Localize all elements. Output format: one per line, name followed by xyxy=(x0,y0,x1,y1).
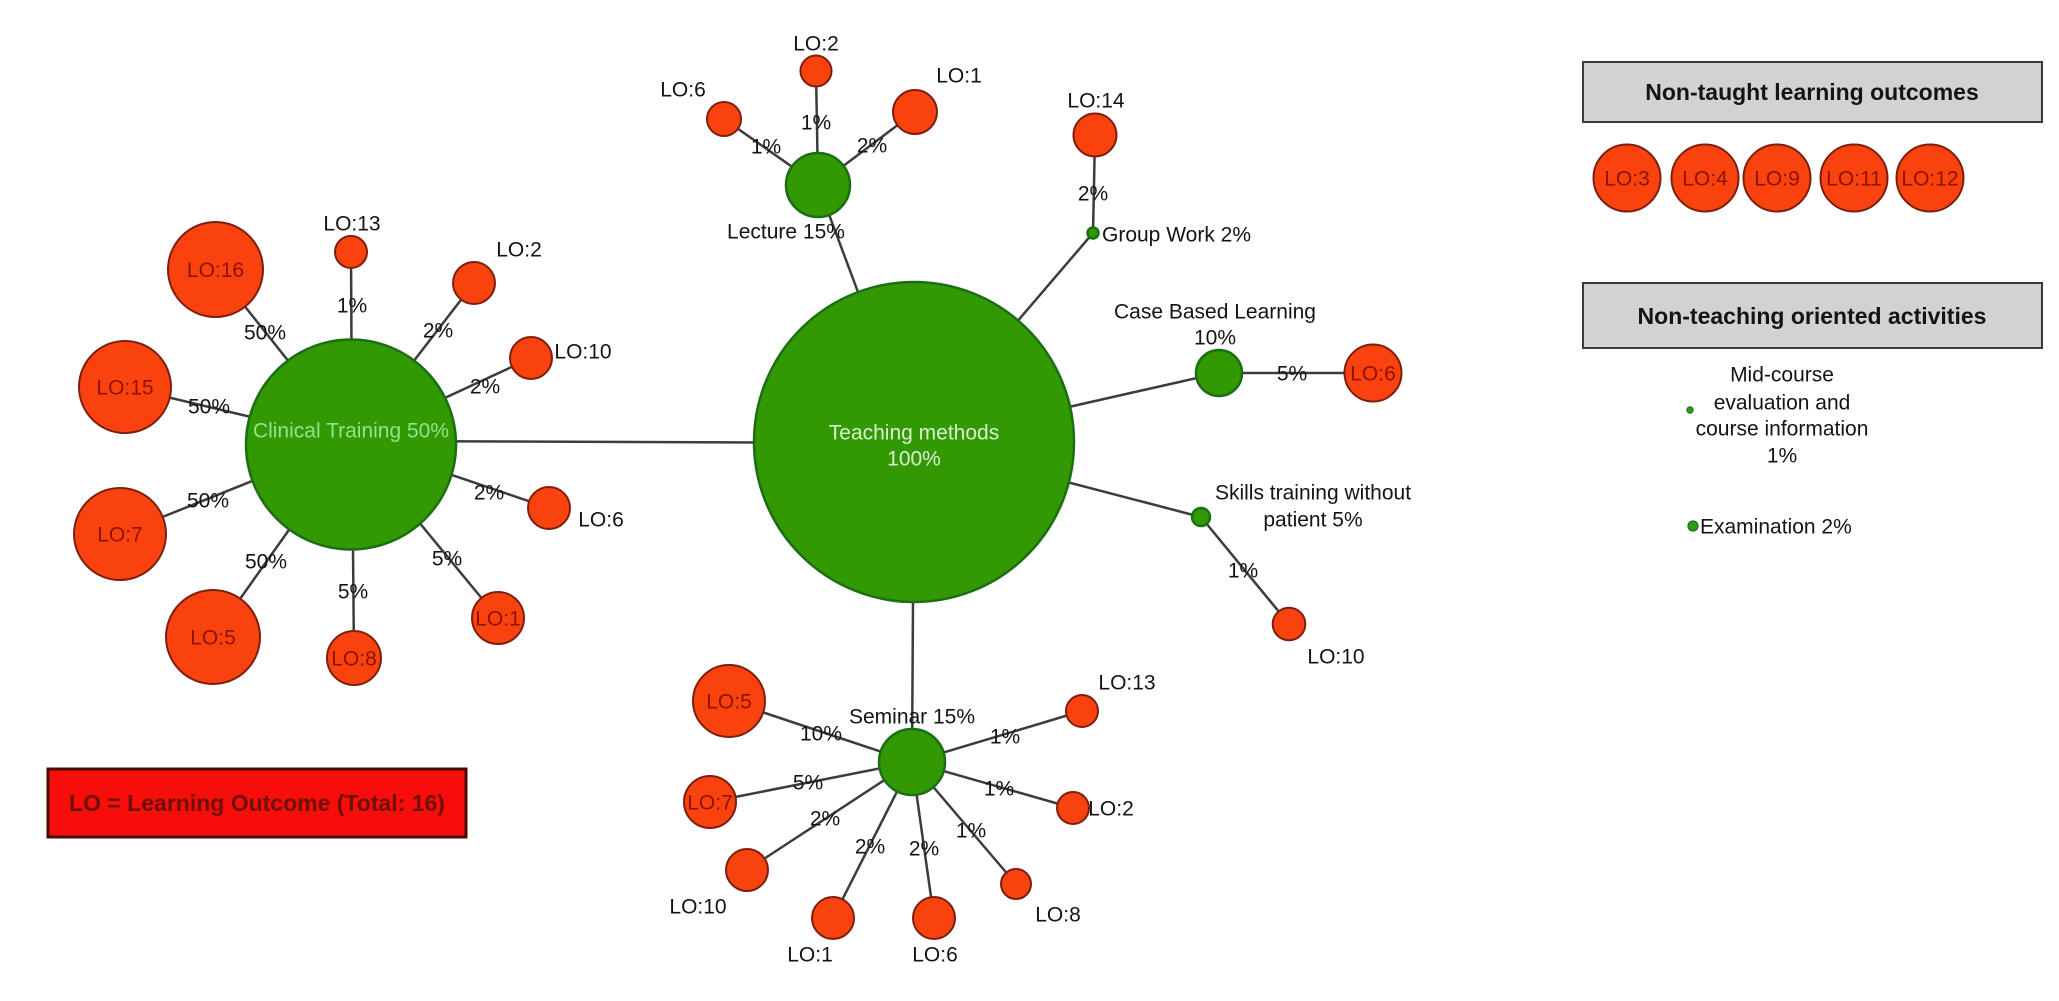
svg-text:Non-teaching oriented activiti: Non-teaching oriented activities xyxy=(1638,303,1987,329)
svg-text:1%: 1% xyxy=(1767,445,1797,468)
svg-text:2%: 2% xyxy=(855,836,885,859)
svg-text:LO:6: LO:6 xyxy=(578,509,624,532)
svg-text:2%: 2% xyxy=(474,482,504,505)
svg-text:100%: 100% xyxy=(887,448,941,471)
svg-text:LO:5: LO:5 xyxy=(190,627,236,650)
svg-text:LO:16: LO:16 xyxy=(187,259,244,282)
svg-text:LO:1: LO:1 xyxy=(787,944,833,967)
svg-text:LO:2: LO:2 xyxy=(1088,798,1134,821)
svg-text:2%: 2% xyxy=(909,838,939,861)
svg-text:5%: 5% xyxy=(432,548,462,571)
svg-text:Clinical Training 50%: Clinical Training 50% xyxy=(253,420,449,443)
svg-text:LO:9: LO:9 xyxy=(1754,168,1800,191)
svg-text:Examination 2%: Examination 2% xyxy=(1700,516,1852,539)
svg-text:LO:4: LO:4 xyxy=(1682,168,1728,191)
svg-text:evaluation and: evaluation and xyxy=(1714,392,1851,415)
svg-text:LO:8: LO:8 xyxy=(331,648,377,671)
svg-text:LO:8: LO:8 xyxy=(1035,904,1081,927)
svg-text:1%: 1% xyxy=(990,726,1020,749)
svg-text:Group Work 2%: Group Work 2% xyxy=(1102,224,1251,247)
svg-text:LO:10: LO:10 xyxy=(669,896,726,919)
svg-text:50%: 50% xyxy=(245,551,287,574)
svg-text:LO:13: LO:13 xyxy=(323,213,380,236)
svg-text:LO:14: LO:14 xyxy=(1067,90,1125,113)
svg-text:1%: 1% xyxy=(751,136,781,159)
svg-text:10%: 10% xyxy=(1194,327,1236,350)
svg-text:2%: 2% xyxy=(470,376,500,399)
svg-text:1%: 1% xyxy=(984,778,1014,801)
svg-text:LO:6: LO:6 xyxy=(660,79,706,102)
svg-text:1%: 1% xyxy=(337,295,367,318)
svg-text:LO:10: LO:10 xyxy=(554,341,611,364)
svg-text:patient 5%: patient 5% xyxy=(1263,509,1362,532)
svg-text:Lecture 15%: Lecture 15% xyxy=(727,221,845,244)
svg-text:LO = Learning Outcome (Total:: LO = Learning Outcome (Total: 16) xyxy=(69,790,445,816)
svg-text:LO:5: LO:5 xyxy=(706,691,752,714)
svg-text:5%: 5% xyxy=(1277,363,1307,386)
svg-text:1%: 1% xyxy=(1228,560,1258,583)
svg-text:50%: 50% xyxy=(188,396,230,419)
svg-text:course information: course information xyxy=(1696,418,1869,441)
svg-text:1%: 1% xyxy=(956,820,986,843)
svg-text:LO:1: LO:1 xyxy=(936,65,982,88)
svg-text:2%: 2% xyxy=(423,320,453,343)
svg-text:50%: 50% xyxy=(187,490,229,513)
svg-text:10%: 10% xyxy=(800,723,842,746)
svg-text:5%: 5% xyxy=(793,772,823,795)
svg-text:Mid-course: Mid-course xyxy=(1730,364,1834,387)
svg-text:2%: 2% xyxy=(1078,183,1108,206)
svg-text:Seminar 15%: Seminar 15% xyxy=(849,706,975,729)
svg-text:LO:6: LO:6 xyxy=(912,944,958,967)
svg-text:LO:7: LO:7 xyxy=(687,792,733,815)
svg-text:Case Based Learning: Case Based Learning xyxy=(1114,301,1316,324)
svg-text:1%: 1% xyxy=(801,112,831,135)
svg-text:2%: 2% xyxy=(810,808,840,831)
svg-text:LO:2: LO:2 xyxy=(496,239,542,262)
svg-text:LO:13: LO:13 xyxy=(1098,672,1155,695)
svg-text:LO:12: LO:12 xyxy=(1901,168,1958,191)
svg-text:50%: 50% xyxy=(244,322,286,345)
svg-text:Teaching methods: Teaching methods xyxy=(829,422,999,445)
svg-text:LO:2: LO:2 xyxy=(793,33,839,56)
svg-text:2%: 2% xyxy=(857,135,887,158)
svg-text:LO:6: LO:6 xyxy=(1350,363,1396,386)
svg-text:Non-taught learning outcomes: Non-taught learning outcomes xyxy=(1645,79,1979,105)
svg-text:LO:11: LO:11 xyxy=(1826,168,1882,191)
svg-text:LO:15: LO:15 xyxy=(96,377,153,400)
svg-text:LO:10: LO:10 xyxy=(1307,646,1364,669)
svg-text:LO:1: LO:1 xyxy=(475,608,521,631)
svg-text:5%: 5% xyxy=(338,581,368,604)
svg-text:LO:7: LO:7 xyxy=(97,524,143,547)
svg-text:LO:3: LO:3 xyxy=(1604,168,1650,191)
svg-text:Skills training without: Skills training without xyxy=(1215,482,1411,505)
